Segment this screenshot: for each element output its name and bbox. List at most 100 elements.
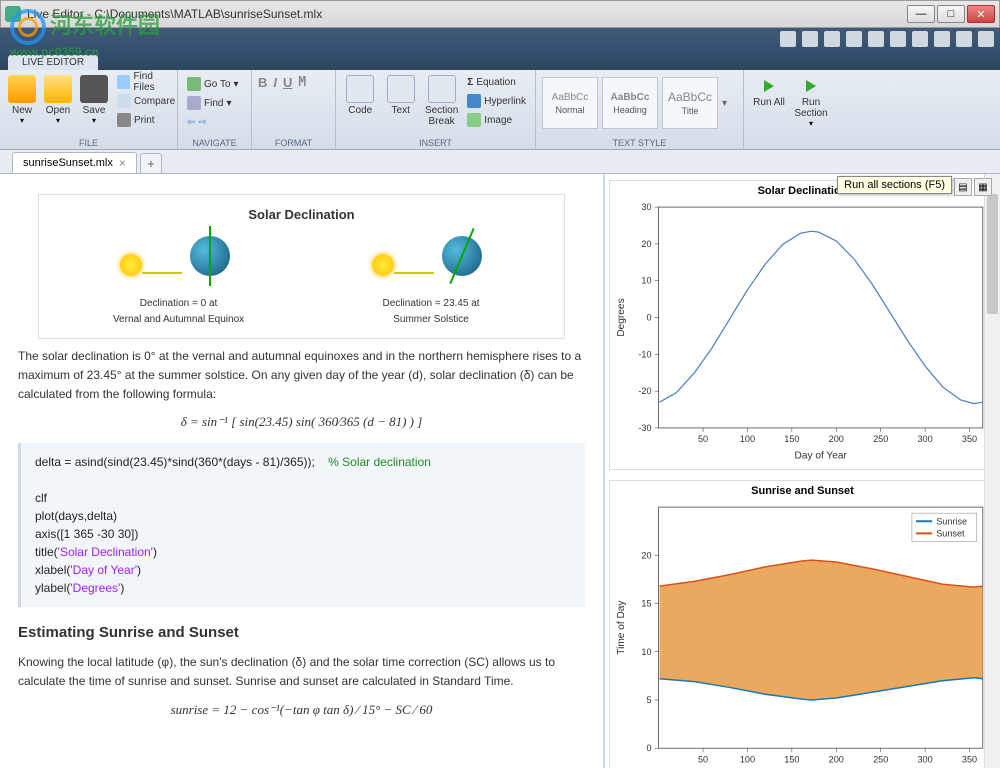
group-label-textstyle: TEXT STYLE [536,138,743,148]
svg-text:200: 200 [829,434,844,444]
sun-icon [372,254,394,276]
qat-btn[interactable] [802,31,818,47]
svg-text:350: 350 [962,434,977,444]
compare-button[interactable]: Compare [114,92,178,110]
print-button[interactable]: Print [114,111,178,129]
run-section-button[interactable]: Run Section▾ [792,73,830,130]
qat-btn[interactable] [824,31,840,47]
svg-text:10: 10 [641,647,651,657]
heading-sunrise: Estimating Sunrise and Sunset [18,621,585,645]
qat-btn[interactable] [846,31,862,47]
add-tab-button[interactable]: + [140,153,162,173]
svg-text:50: 50 [698,755,708,765]
chart1-svg: 50100150200250300350-30-20-100102030Day … [610,201,995,464]
svg-text:350: 350 [962,755,977,765]
svg-text:300: 300 [917,755,932,765]
formula-sunrise: sunrise = 12 − cos⁻¹(−tan φ tan δ) ⁄ 15°… [18,700,585,721]
new-button[interactable]: New▾ [6,73,38,127]
bold-button[interactable]: B [258,75,267,90]
qat-btn[interactable] [868,31,884,47]
run-all-button[interactable]: Run All [750,73,788,110]
goto-button[interactable]: Go To ▾ [184,75,245,93]
earth-tilted-icon [442,236,482,276]
mono-button[interactable]: M [298,75,306,90]
svg-text:-30: -30 [638,423,651,433]
svg-text:200: 200 [829,755,844,765]
nav-arrows[interactable]: ⇦ ⇨ [184,113,245,131]
svg-text:50: 50 [698,434,708,444]
document-tabbar: sunriseSunset.mlx × + [0,150,1000,174]
qat-btn[interactable] [912,31,928,47]
formula-declination: δ = sin⁻¹ [ sin(23.45) sin( 360⁄365 (d −… [18,412,585,433]
ribbon-toolbar: New▾ Open▾ Save▾ Find Files Compare Prin… [0,70,1000,150]
close-button[interactable]: ✕ [967,5,995,23]
qat-btn[interactable] [780,31,796,47]
underline-button[interactable]: U [283,75,292,90]
document-tab-label: sunriseSunset.mlx [23,157,113,169]
svg-text:150: 150 [784,755,799,765]
svg-text:15: 15 [641,599,651,609]
svg-text:0: 0 [646,744,651,754]
declination-figure: Solar Declination Declination = 0 at Ver… [38,194,565,339]
sun-icon [120,254,142,276]
svg-text:100: 100 [740,755,755,765]
svg-text:Sunset: Sunset [936,529,965,539]
open-button[interactable]: Open▾ [42,73,74,127]
ribbon-tab-live-editor[interactable]: LIVE EDITOR [8,55,98,70]
group-label-file: FILE [0,138,177,148]
svg-text:150: 150 [784,434,799,444]
qat-btn[interactable] [934,31,950,47]
chart-solar-declination: Solar Declination 50100150200250300350-3… [609,180,996,470]
save-button[interactable]: Save▾ [78,73,110,127]
svg-text:30: 30 [641,202,651,212]
hyperlink-button[interactable]: Hyperlink [464,92,529,110]
body-text: The solar declination is 0° at the verna… [18,347,585,405]
svg-text:Time of Day: Time of Day [616,600,627,655]
image-button[interactable]: Image [464,111,529,129]
earth-icon [190,236,230,276]
svg-text:300: 300 [917,434,932,444]
ribbon-tabstrip: LIVE EDITOR [0,50,1000,70]
svg-text:Sunrise: Sunrise [936,517,967,527]
output-pane: ▤ ▦ Solar Declination 501001502002503003… [605,174,1000,768]
scrollbar[interactable] [984,174,1000,768]
svg-text:5: 5 [646,695,651,705]
svg-text:250: 250 [873,434,888,444]
italic-button[interactable]: I [273,75,277,90]
find-files-button[interactable]: Find Files [114,73,178,91]
svg-text:-20: -20 [638,386,651,396]
svg-text:Degrees: Degrees [616,298,627,336]
document-tab[interactable]: sunriseSunset.mlx × [12,152,137,173]
figure-title: Solar Declination [49,205,554,226]
code-button[interactable]: Code [342,73,378,118]
svg-text:20: 20 [641,239,651,249]
view-side-button[interactable]: ▦ [974,178,992,196]
minimize-button[interactable]: — [907,5,935,23]
style-normal-button[interactable]: AaBbCcNormal [542,77,598,129]
code-block[interactable]: delta = asind(sind(23.45)*sind(360*(days… [18,443,585,607]
style-title-button[interactable]: AaBbCcTitle [662,77,718,129]
chart-sunrise-sunset: Sunrise and Sunset 501001502002503003500… [609,480,996,768]
maximize-button[interactable]: □ [937,5,965,23]
equation-button[interactable]: Σ Equation [464,73,529,91]
close-tab-icon[interactable]: × [119,156,126,170]
group-label-format: FORMAT [252,138,335,148]
section-break-button[interactable]: Section Break [423,73,460,129]
body-text: Knowing the local latitude (φ), the sun'… [18,653,585,691]
qat-btn[interactable] [890,31,906,47]
chart2-svg: 5010015020025030035005101520SunriseSunse… [610,501,995,768]
svg-text:100: 100 [740,434,755,444]
group-label-navigate: NAVIGATE [178,138,251,148]
view-inline-button[interactable]: ▤ [954,178,972,196]
qat-btn[interactable] [956,31,972,47]
svg-text:0: 0 [646,313,651,323]
content-area: Solar Declination Declination = 0 at Ver… [0,174,1000,768]
app-icon [5,6,21,22]
window-titlebar: Live Editor - C:\Documents\MATLAB\sunris… [0,0,1000,28]
find-button[interactable]: Find ▾ [184,94,245,112]
style-more-button[interactable]: ▾ [722,98,727,109]
qat-btn[interactable] [978,31,994,47]
editor-pane[interactable]: Solar Declination Declination = 0 at Ver… [0,174,605,768]
text-button[interactable]: Text [382,73,418,118]
style-heading-button[interactable]: AaBbCcHeading [602,77,658,129]
